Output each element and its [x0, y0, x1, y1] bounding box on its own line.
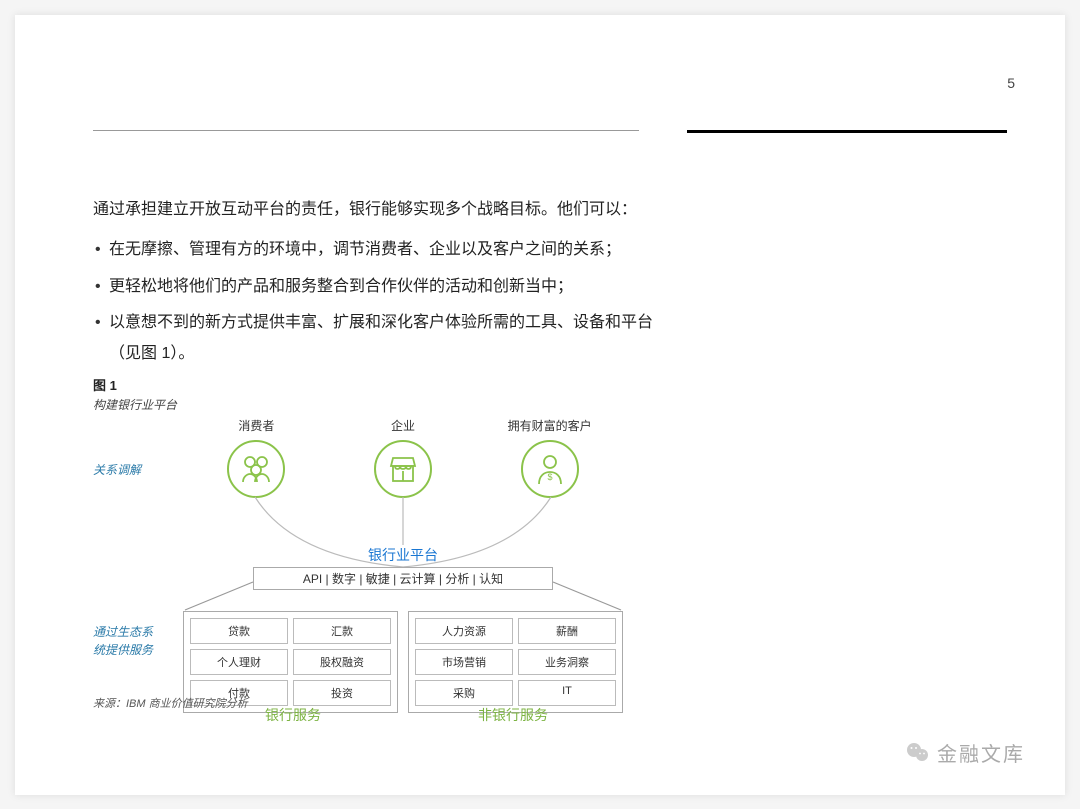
non-banking-services-title: 非银行服务: [403, 705, 623, 725]
wealth-person-icon: $: [521, 440, 579, 498]
side-label-relationship: 关系调解: [93, 461, 163, 478]
svg-text:$: $: [547, 472, 552, 482]
entity-consumer: 消费者: [201, 417, 311, 498]
service-cell: 人力资源: [415, 618, 513, 644]
bullet-item: 以意想不到的新方式提供丰富、扩展和深化客户体验所需的工具、设备和平台（见图 1）…: [93, 308, 653, 369]
wechat-icon: [905, 740, 931, 766]
storefront-icon: [374, 440, 432, 498]
document-page: 5 通过承担建立开放互动平台的责任，银行能够实现多个战略目标。他们可以： 在无摩…: [15, 15, 1065, 795]
service-cell: 采购: [415, 680, 513, 706]
entity-label: 拥有财富的客户: [508, 417, 592, 434]
source-attribution: 来源：IBM 商业价值研究院分析: [93, 695, 248, 711]
intro-paragraph: 通过承担建立开放互动平台的责任，银行能够实现多个战略目标。他们可以：: [93, 195, 653, 225]
bullet-list: 在无摩擦、管理有方的环境中，调节消费者、企业以及客户之间的关系； 更轻松地将他们…: [93, 235, 653, 369]
figure-subtitle: 构建银行业平台: [93, 396, 653, 413]
entity-enterprise: 企业: [348, 417, 458, 498]
service-cell: 投资: [293, 680, 391, 706]
people-icon: [227, 440, 285, 498]
entity-row: 消费者 企业: [183, 417, 623, 498]
service-cell: 薪酬: [518, 618, 616, 644]
service-cell: 贷款: [190, 618, 288, 644]
service-cell: 市场营销: [415, 649, 513, 675]
figure-label: 图 1: [93, 375, 653, 394]
side-label-ecosystem: 通过生态系统提供服务: [93, 623, 163, 659]
watermark: 金融文库: [905, 738, 1025, 767]
service-titles: 银行服务 非银行服务: [183, 705, 623, 725]
page-number: 5: [1007, 75, 1015, 91]
service-cell: 业务洞察: [518, 649, 616, 675]
entity-label: 消费者: [238, 417, 274, 434]
body-text: 通过承担建立开放互动平台的责任，银行能够实现多个战略目标。他们可以： 在无摩擦、…: [93, 195, 653, 375]
non-banking-services-block: 人力资源 薪酬 市场营销 业务洞察 采购 IT: [408, 611, 623, 713]
entity-customer: 拥有财富的客户 $: [495, 417, 605, 498]
service-cell: 股权融资: [293, 649, 391, 675]
bullet-item: 更轻松地将他们的产品和服务整合到合作伙伴的活动和创新当中；: [93, 272, 653, 302]
bullet-item: 在无摩擦、管理有方的环境中，调节消费者、企业以及客户之间的关系；: [93, 235, 653, 265]
platform-title: 银行业平台: [183, 545, 623, 565]
watermark-text: 金融文库: [937, 738, 1025, 767]
header-rule-right: [687, 130, 1007, 133]
service-cell: 个人理财: [190, 649, 288, 675]
entity-label: 企业: [391, 417, 415, 434]
service-cell: 汇款: [293, 618, 391, 644]
services-row: 贷款 汇款 个人理财 股权融资 付款 投资 人力资源 薪酬 市场营销 业务洞察 …: [183, 611, 623, 713]
roof-lines: [183, 572, 623, 612]
header-rule-left: [93, 130, 639, 131]
service-cell: IT: [518, 680, 616, 706]
